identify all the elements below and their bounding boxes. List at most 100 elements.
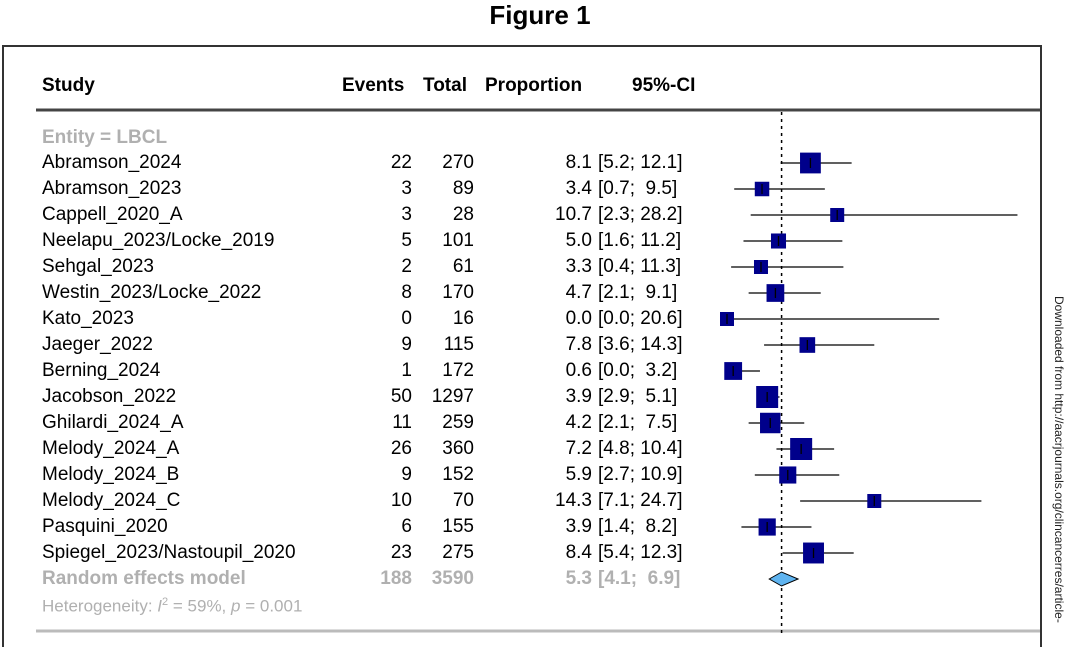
het-p: p (231, 596, 241, 616)
pooled-diamond (768, 571, 800, 587)
het-sup: 2 (162, 596, 169, 608)
header-study: Study (42, 75, 95, 96)
study-study: Sehgal_2023 (42, 256, 154, 277)
study-prop: 5.0 (565, 230, 592, 251)
study-study: Abramson_2024 (42, 152, 182, 173)
study-prop: 3.4 (565, 178, 592, 199)
study-study: Berning_2024 (42, 360, 161, 381)
study-study: Cappell_2020_A (42, 204, 183, 225)
study-study: Kato_2023 (42, 308, 134, 329)
study-events: 6 (401, 516, 412, 537)
study-total: 61 (452, 256, 474, 277)
study-prop: 7.2 (565, 438, 592, 459)
study-ci: [2.1; 7.5] (598, 412, 678, 433)
study-prop: 3.3 (565, 256, 592, 277)
study-prop: 4.7 (565, 282, 592, 303)
study-prop: 3.9 (565, 386, 592, 407)
study-ci: [4.8; 10.4] (598, 438, 683, 459)
study-total: 172 (442, 360, 474, 381)
study-prop: 0.6 (565, 360, 592, 381)
study-ci: [0.0; 20.6] (598, 308, 683, 329)
study-total: 270 (442, 152, 474, 173)
study-events: 26 (390, 438, 412, 459)
study-study: Ghilardi_2024_A (42, 412, 184, 433)
study-total: 70 (452, 490, 474, 511)
pooled-ci: [4.1; 6.9] (598, 568, 681, 589)
study-study: Neelapu_2023/Locke_2019 (42, 230, 275, 251)
header-ci: 95%-CI (632, 75, 696, 96)
pooled-label: Random effects model (42, 568, 246, 589)
study-study: Westin_2023/Locke_2022 (42, 282, 262, 303)
study-ci: [0.7; 9.5] (598, 178, 678, 199)
study-events: 3 (401, 178, 412, 199)
pooled-events: 188 (380, 568, 412, 589)
study-prop: 0.0 (565, 308, 592, 329)
study-total: 101 (442, 230, 474, 251)
subgroup-label: Entity = LBCL (42, 127, 168, 148)
study-study: Spiegel_2023/Nastoupil_2020 (42, 542, 296, 563)
study-total: 89 (452, 178, 474, 199)
study-ci: [0.4; 11.3] (598, 256, 682, 277)
study-events: 10 (390, 490, 412, 511)
study-ci: [7.1; 24.7] (598, 490, 683, 511)
study-ci: [3.6; 14.3] (598, 334, 683, 355)
study-total: 360 (442, 438, 474, 459)
study-ci: [2.7; 10.9] (598, 464, 683, 485)
study-events: 5 (401, 230, 412, 251)
study-study: Jacobson_2022 (42, 386, 177, 407)
study-prop: 5.9 (565, 464, 592, 485)
study-ci: [1.4; 8.2] (598, 516, 678, 537)
study-total: 259 (442, 412, 474, 433)
study-events: 9 (401, 334, 412, 355)
study-ci: [2.9; 5.1] (598, 386, 678, 407)
study-study: Melody_2024_C (42, 490, 181, 511)
study-total: 152 (442, 464, 474, 485)
study-study: Melody_2024_B (42, 464, 180, 485)
study-ci: [5.2; 12.1] (598, 152, 683, 173)
pooled-total: 3590 (431, 568, 474, 589)
study-events: 50 (390, 386, 412, 407)
study-total: 28 (452, 204, 474, 225)
study-events: 9 (401, 464, 412, 485)
header-total: Total (423, 75, 467, 96)
header-proportion: Proportion (485, 75, 583, 96)
study-prop: 14.3 (555, 490, 592, 511)
study-total: 1297 (431, 386, 474, 407)
study-ci: [2.3; 28.2] (598, 204, 683, 225)
study-prop: 8.4 (565, 542, 592, 563)
study-total: 115 (443, 334, 474, 355)
study-events: 8 (401, 282, 412, 303)
study-prop: 10.7 (555, 204, 592, 225)
study-ci: [1.6; 11.2] (598, 230, 682, 251)
het-i: I (157, 596, 163, 616)
het-prefix: Heterogeneity: (42, 596, 158, 616)
study-events: 0 (401, 308, 412, 329)
study-ci: [0.0; 3.2] (598, 360, 678, 381)
study-total: 170 (442, 282, 474, 303)
study-prop: 7.8 (565, 334, 592, 355)
study-prop: 4.2 (565, 412, 592, 433)
figure-title: Figure 1 (489, 0, 591, 30)
study-total: 16 (452, 308, 474, 329)
study-study: Jaeger_2022 (42, 334, 153, 355)
study-study: Pasquini_2020 (42, 516, 168, 537)
study-events: 23 (390, 542, 412, 563)
study-prop: 8.1 (565, 152, 592, 173)
study-study: Abramson_2023 (42, 178, 182, 199)
study-study: Melody_2024_A (42, 438, 180, 459)
het-i2: = 59%, (168, 596, 232, 616)
study-events: 2 (401, 256, 412, 277)
study-ci: [2.1; 9.1] (598, 282, 678, 303)
study-total: 275 (442, 542, 474, 563)
pooled-proportion: 5.3 (565, 568, 592, 589)
het-pval: = 0.001 (240, 596, 303, 616)
study-events: 22 (390, 152, 412, 173)
study-events: 3 (401, 204, 412, 225)
study-total: 155 (442, 516, 474, 537)
study-events: 11 (392, 412, 412, 433)
study-prop: 3.9 (565, 516, 592, 537)
study-events: 1 (401, 360, 412, 381)
heterogeneity-text: Heterogeneity: I2 = 59%, p = 0.001 (42, 596, 302, 617)
study-ci: [5.4; 12.3] (598, 542, 683, 563)
